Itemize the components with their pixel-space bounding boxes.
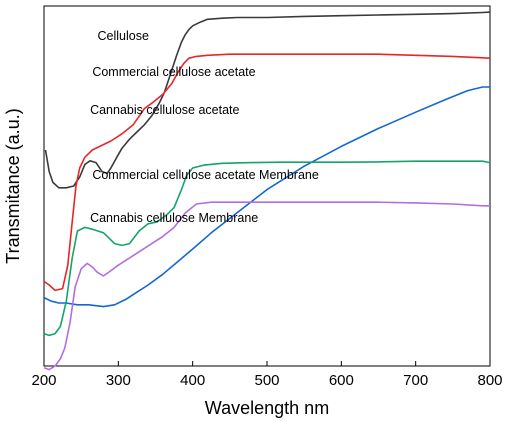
series-labels: Cellulose Commercial cellulose acetate Can… — [90, 29, 319, 225]
x-axis-ticks: 200 300 400 500 600 700 800 — [31, 361, 503, 389]
series-label-0: Cellulose — [98, 29, 149, 43]
x-tick-label-800: 800 — [477, 372, 502, 389]
x-tick-label-500: 500 — [254, 372, 279, 389]
series-label-3: Commercial cellulose acetate Membrane — [92, 168, 319, 182]
series-label-1: Commercial cellulose acetate — [92, 65, 255, 79]
x-axis-title: Wavelength nm — [205, 398, 329, 418]
series-line-0 — [44, 11, 491, 189]
y-axis-title: Transmitance (a.u.) — [3, 108, 23, 263]
series-line-4 — [43, 201, 490, 371]
x-tick-label-200: 200 — [31, 372, 56, 389]
x-tick-label-600: 600 — [329, 372, 354, 389]
series-line-2 — [43, 86, 490, 308]
series-lines — [43, 11, 491, 371]
series-line-3 — [43, 160, 491, 337]
series-line-1 — [43, 53, 491, 292]
x-tick-label-700: 700 — [403, 372, 428, 389]
series-label-4: Cannabis cellulose Membrane — [90, 211, 258, 225]
plot-frame — [43, 5, 491, 367]
x-tick-label-300: 300 — [106, 372, 131, 389]
x-tick-label-400: 400 — [180, 372, 205, 389]
series-label-2: Cannabis cellulose acetate — [90, 103, 239, 117]
